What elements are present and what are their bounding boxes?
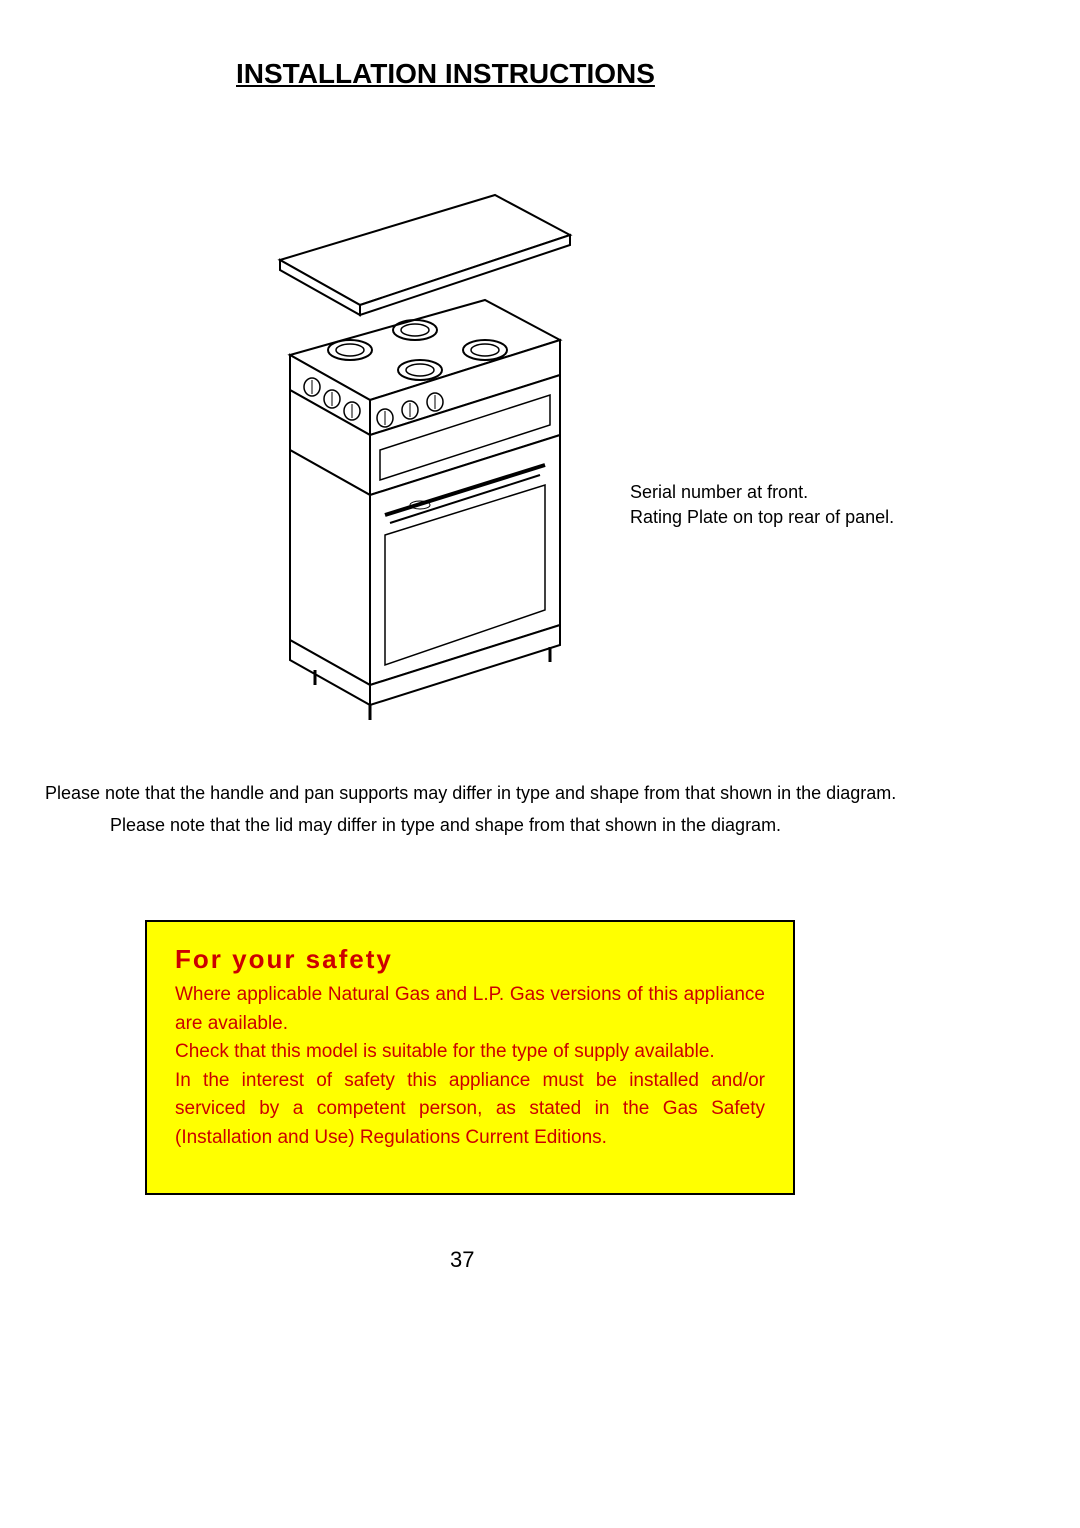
note-handle-pan: Please note that the handle and pan supp… bbox=[45, 783, 896, 804]
safety-heading: For your safety bbox=[175, 944, 765, 975]
safety-box: For your safety Where applicable Natural… bbox=[145, 920, 795, 1195]
page-title: INSTALLATION INSTRUCTIONS bbox=[236, 58, 655, 90]
safety-text-1: Where applicable Natural Gas and L.P. Ga… bbox=[175, 981, 765, 1038]
cooker-diagram bbox=[260, 175, 580, 725]
safety-text-3: In the interest of safety this appliance… bbox=[175, 1067, 765, 1153]
safety-text-2: Check that this model is suitable for th… bbox=[175, 1038, 765, 1067]
note-lid: Please note that the lid may differ in t… bbox=[110, 815, 781, 836]
page-number: 37 bbox=[450, 1247, 474, 1273]
caption-line-2: Rating Plate on top rear of panel. bbox=[630, 505, 910, 530]
diagram-caption: Serial number at front. Rating Plate on … bbox=[630, 480, 910, 530]
caption-line-1: Serial number at front. bbox=[630, 480, 910, 505]
